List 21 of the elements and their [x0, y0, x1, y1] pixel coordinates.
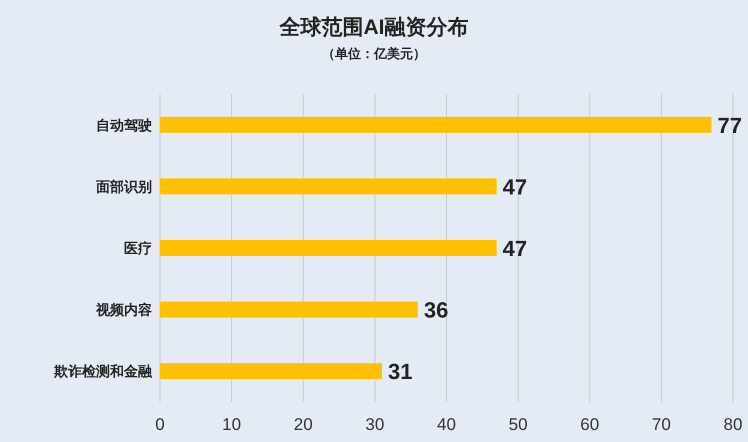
data-label: 47 [502, 236, 528, 261]
y-tick-label: 欺诈检测和金融 [53, 363, 153, 380]
x-tick-label: 60 [580, 415, 600, 434]
y-tick-label: 医疗 [124, 240, 152, 256]
x-tick-label: 70 [652, 415, 671, 434]
x-tick-label: 20 [294, 415, 313, 434]
chart-subtitle: （单位：亿美元） [322, 46, 426, 61]
x-tick-label: 50 [508, 415, 528, 434]
x-tick-label: 10 [222, 415, 242, 434]
x-tick-label: 40 [437, 415, 456, 434]
x-tick-label: 30 [365, 415, 384, 434]
y-tick-label: 自动驾驶 [96, 116, 152, 133]
x-tick-label: 0 [155, 415, 165, 434]
y-tick-label: 视频内容 [95, 302, 152, 318]
data-label: 36 [424, 298, 448, 323]
chart-title: 全球范围AI融资分布 [278, 16, 468, 39]
x-tick-label: 80 [724, 415, 742, 434]
data-label: 77 [718, 112, 742, 138]
data-label: 47 [502, 174, 528, 200]
y-tick-label: 面部识别 [95, 178, 152, 194]
data-label: 31 [388, 359, 413, 384]
